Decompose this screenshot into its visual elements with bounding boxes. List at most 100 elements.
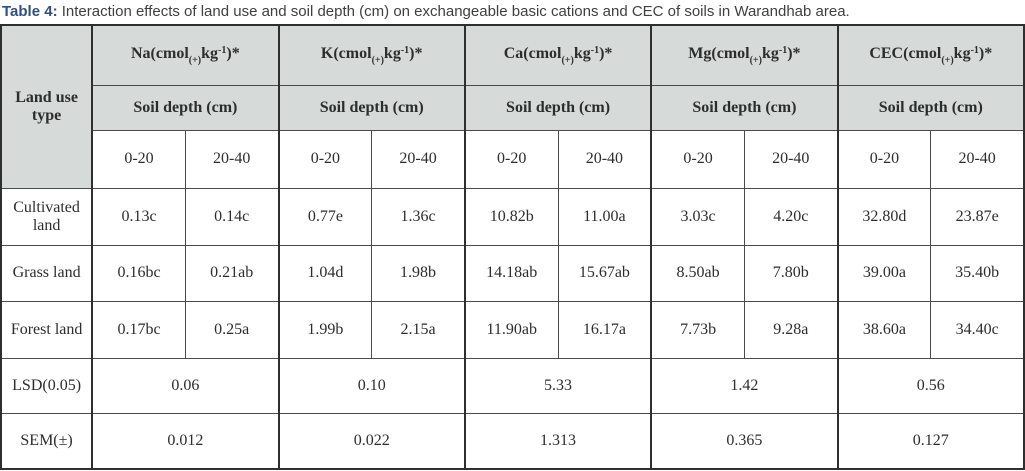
group-header-na-prefix: Na(cmol <box>131 44 189 62</box>
header-row-cations: Land use type Na(cmol(+)kg-1)* K(cmol(+)… <box>0 24 1025 189</box>
cell-value: 10.82b <box>463 187 559 246</box>
cell-value: 0.012 <box>91 412 280 470</box>
cell-value: 11.90ab <box>463 300 559 359</box>
depth-col-cec-0-20: 0-20 <box>836 129 932 189</box>
cell-value: 16.17a <box>557 300 652 359</box>
cell-value: 0.14c <box>184 187 280 246</box>
cell-value: 7.73b <box>650 300 745 359</box>
group-header-k-prefix: K(cmol <box>320 44 372 62</box>
table-row-cultivated-land: Cultivated land 0.13c 0.14c 0.77e 1.36c … <box>0 187 1025 246</box>
depth-col-mg-0-20: 0-20 <box>650 129 745 189</box>
group-header-cec-mid: kg <box>953 44 971 62</box>
cell-value: 1.04d <box>277 244 373 302</box>
cell-value: 3.03c <box>650 187 745 246</box>
row-label: SEM(±) <box>0 412 93 470</box>
group-header-k: K(cmol(+)kg-1)* <box>277 24 466 86</box>
soil-depth-header-cec: Soil depth (cm) <box>836 84 1025 131</box>
cell-value: 0.16bc <box>91 244 186 302</box>
group-header-cec-suffix: )* <box>978 44 993 62</box>
row-label: Cultivated land <box>0 187 93 246</box>
table-row-sem: SEM(±) 0.012 0.022 1.313 0.365 0.127 <box>0 412 1025 470</box>
cell-value: 0.10 <box>277 357 466 414</box>
table-row-forest-land: Forest land 0.17bc 0.25a 1.99b 2.15a 11.… <box>0 300 1025 359</box>
cell-value: 14.18ab <box>463 244 559 302</box>
group-header-cec-sup: -1 <box>970 44 979 56</box>
cell-value: 35.40b <box>930 244 1025 302</box>
cell-value: 1.99b <box>277 300 373 359</box>
depth-col-na-0-20: 0-20 <box>91 129 186 189</box>
cell-value: 0.21ab <box>184 244 280 302</box>
cell-value: 1.42 <box>650 357 839 414</box>
cell-value: 8.50ab <box>650 244 745 302</box>
cell-value: 38.60a <box>836 300 932 359</box>
group-header-ca-mid: kg <box>573 44 591 62</box>
depth-col-na-20-40: 20-40 <box>184 129 280 189</box>
cell-value: 0.25a <box>184 300 280 359</box>
row-label: LSD(0.05) <box>0 357 93 414</box>
group-header-mg-sub: (+) <box>749 54 762 66</box>
group-header-na-sup: -1 <box>218 44 227 56</box>
row-label: Grass land <box>0 244 93 302</box>
depth-col-ca-20-40: 20-40 <box>557 129 652 189</box>
group-header-k-mid: kg <box>383 44 401 62</box>
cell-value: 4.20c <box>743 187 839 246</box>
cell-value: 0.127 <box>836 412 1025 470</box>
depth-col-k-0-20: 0-20 <box>277 129 373 189</box>
cell-value: 0.17bc <box>91 300 186 359</box>
group-header-na-sub: (+) <box>188 54 202 66</box>
depth-col-mg-20-40: 20-40 <box>743 129 839 189</box>
group-header-ca-sup: -1 <box>590 44 600 56</box>
group-header-mg-suffix: )* <box>787 44 801 62</box>
table-row-lsd: LSD(0.05) 0.06 0.10 5.33 1.42 0.56 <box>0 357 1025 414</box>
group-header-ca-suffix: )* <box>599 44 613 62</box>
header-row-depth-ranges: 0-20 20-40 0-20 20-40 0-20 20-40 0-20 20… <box>1 129 1025 189</box>
group-header-na-mid: kg <box>201 44 219 62</box>
depth-col-k-20-40: 20-40 <box>371 129 466 189</box>
cell-value: 15.67ab <box>557 244 652 302</box>
soil-depth-header-ca: Soil depth (cm) <box>463 84 652 131</box>
row-label: Forest land <box>0 300 93 359</box>
group-header-cec: CEC(cmol(+)kg-1)* <box>836 24 1025 86</box>
cell-value: 0.56 <box>836 357 1025 414</box>
group-header-na: Na(cmol(+)kg-1)* <box>91 24 280 86</box>
cell-value: 11.00a <box>557 187 652 246</box>
interaction-effects-table: Land use type Na(cmol(+)kg-1)* K(cmol(+)… <box>0 24 1025 470</box>
cell-value: 1.36c <box>371 187 466 246</box>
group-header-cec-sub: (+) <box>941 54 954 66</box>
group-header-ca-sub: (+) <box>561 54 574 66</box>
group-header-k-sup: -1 <box>400 44 410 56</box>
depth-col-cec-20-40: 20-40 <box>930 129 1025 189</box>
cell-value: 0.365 <box>650 412 839 470</box>
cell-value: 1.313 <box>463 412 652 470</box>
soil-depth-header-mg: Soil depth (cm) <box>650 84 839 131</box>
cell-value: 39.00a <box>836 244 932 302</box>
cell-value: 9.28a <box>743 300 839 359</box>
cell-value: 5.33 <box>463 357 652 414</box>
group-header-ca-prefix: Ca(cmol <box>503 44 562 62</box>
cell-value: 0.06 <box>91 357 280 414</box>
table-caption: Table 4: Interaction effects of land use… <box>0 0 1025 24</box>
cell-value: 7.80b <box>743 244 839 302</box>
soil-depth-header-na: Soil depth (cm) <box>91 84 280 131</box>
group-header-mg-prefix: Mg(cmol <box>688 44 750 62</box>
cell-value: 34.40c <box>930 300 1025 359</box>
group-header-cec-prefix: CEC(cmol <box>869 44 942 62</box>
group-header-mg-mid: kg <box>761 44 779 62</box>
group-header-na-suffix: )* <box>226 44 240 62</box>
header-row-soil-depth: Soil depth (cm) Soil depth (cm) Soil dep… <box>1 84 1025 131</box>
group-header-k-sub: (+) <box>371 54 384 66</box>
group-header-k-suffix: )* <box>409 44 423 62</box>
table-row-grass-land: Grass land 0.16bc 0.21ab 1.04d 1.98b 14.… <box>0 244 1025 302</box>
group-header-mg: Mg(cmol(+)kg-1)* <box>650 24 839 86</box>
corner-header-land-use-type: Land use type <box>0 24 93 189</box>
cell-value: 0.022 <box>277 412 466 470</box>
table-caption-label: Table 4: <box>2 3 58 20</box>
group-header-ca: Ca(cmol(+)kg-1)* <box>463 24 652 86</box>
cell-value: 32.80d <box>836 187 932 246</box>
cell-value: 1.98b <box>371 244 466 302</box>
cell-value: 23.87e <box>930 187 1025 246</box>
group-header-mg-sup: -1 <box>778 44 788 56</box>
cell-value: 2.15a <box>371 300 466 359</box>
table-caption-text: Interaction effects of land use and soil… <box>57 3 850 20</box>
soil-depth-header-k: Soil depth (cm) <box>277 84 466 131</box>
